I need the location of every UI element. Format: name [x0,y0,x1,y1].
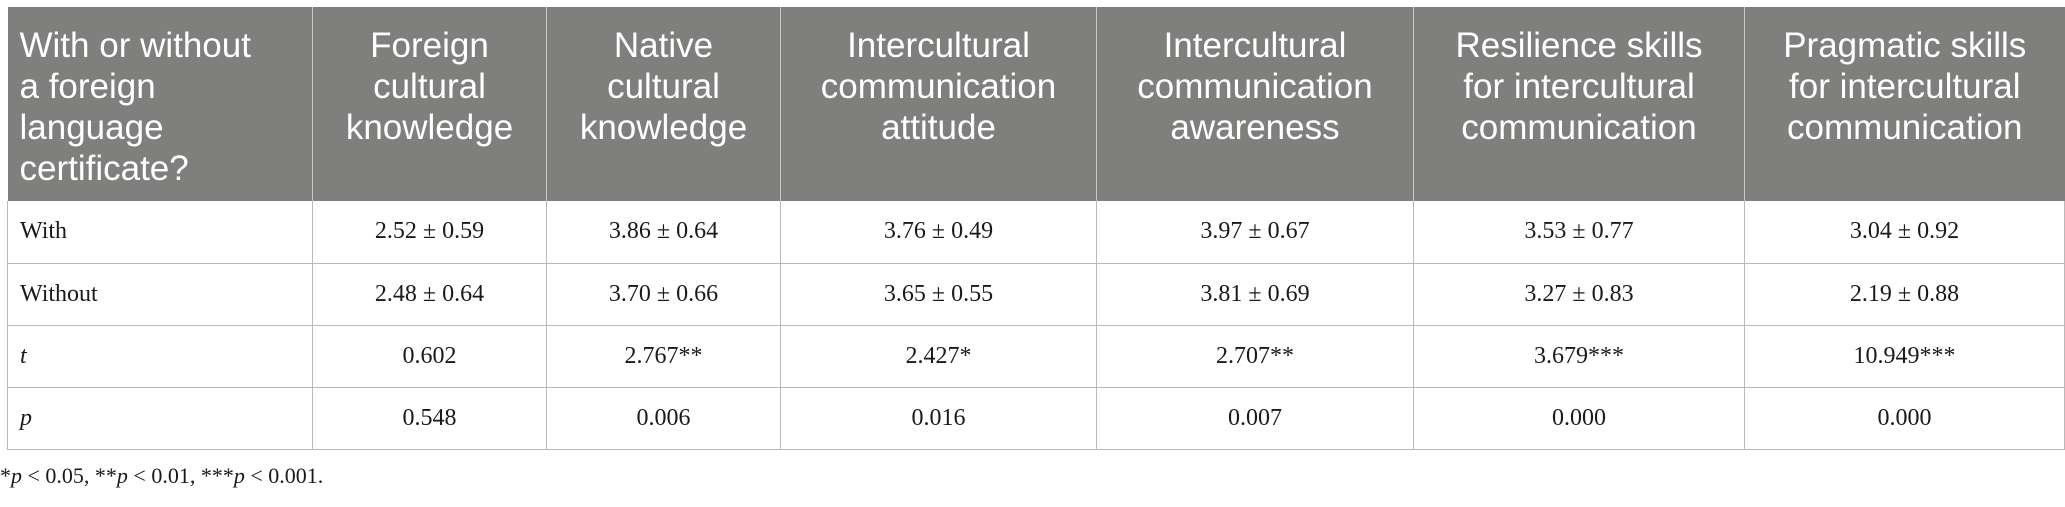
table-cell: 2.427* [780,325,1097,388]
header-row: With or without a foreign language certi… [7,7,2065,201]
table-cell: 2.707** [1096,325,1414,388]
table-cell: 3.97 ± 0.67 [1096,201,1414,264]
table-row-without: Without 2.48 ± 0.64 3.70 ± 0.66 3.65 ± 0… [7,263,2065,326]
table-cell: 3.86 ± 0.64 [546,201,781,264]
row-label: With [7,201,313,264]
table-cell: 2.48 ± 0.64 [312,263,547,326]
header-native-cultural-knowledge: Native cultural knowledge [546,7,781,201]
table-cell: 0.000 [1744,387,2065,450]
comparison-table: With or without a foreign language certi… [7,7,2065,450]
row-label: t [7,325,313,388]
table-cell: 0.016 [780,387,1097,450]
header-intercultural-communication-attitude: Intercultural communication attitude [780,7,1097,201]
table-cell: 0.000 [1413,387,1745,450]
header-resilience-skills: Resilience skills for intercultural comm… [1413,7,1745,201]
header-pragmatic-skills: Pragmatic skills for intercultural commu… [1744,7,2065,201]
table-cell: 0.548 [312,387,547,450]
table-cell: 3.65 ± 0.55 [780,263,1097,326]
table-cell: 0.007 [1096,387,1414,450]
table-row-p: p 0.548 0.006 0.016 0.007 0.000 0.000 [7,387,2065,450]
table-cell: 3.81 ± 0.69 [1096,263,1414,326]
table-cell: 3.679*** [1413,325,1745,388]
header-intercultural-communication-awareness: Intercultural communication awareness [1096,7,1414,201]
table-footnote: *p < 0.05, **p < 0.01, ***p < 0.001. [0,463,324,488]
table-cell: 3.76 ± 0.49 [780,201,1097,264]
table-cell: 3.27 ± 0.83 [1413,263,1745,326]
table-cell: 0.602 [312,325,547,388]
header-certificate: With or without a foreign language certi… [7,7,313,201]
table-row-t: t 0.602 2.767** 2.427* 2.707** 3.679*** … [7,325,2065,388]
table-cell: 3.70 ± 0.66 [546,263,781,326]
table-cell: 0.006 [546,387,781,450]
row-label: Without [7,263,313,326]
table-cell: 10.949*** [1744,325,2065,388]
header-foreign-cultural-knowledge: Foreign cultural knowledge [312,7,547,201]
table-cell: 2.767** [546,325,781,388]
results-table-container: With or without a foreign language certi… [7,7,2065,450]
table-cell: 2.19 ± 0.88 [1744,263,2065,326]
row-label: p [7,387,313,450]
table-row-with: With 2.52 ± 0.59 3.86 ± 0.64 3.76 ± 0.49… [7,201,2065,264]
table-cell: 2.52 ± 0.59 [312,201,547,264]
table-cell: 3.53 ± 0.77 [1413,201,1745,264]
table-cell: 3.04 ± 0.92 [1744,201,2065,264]
